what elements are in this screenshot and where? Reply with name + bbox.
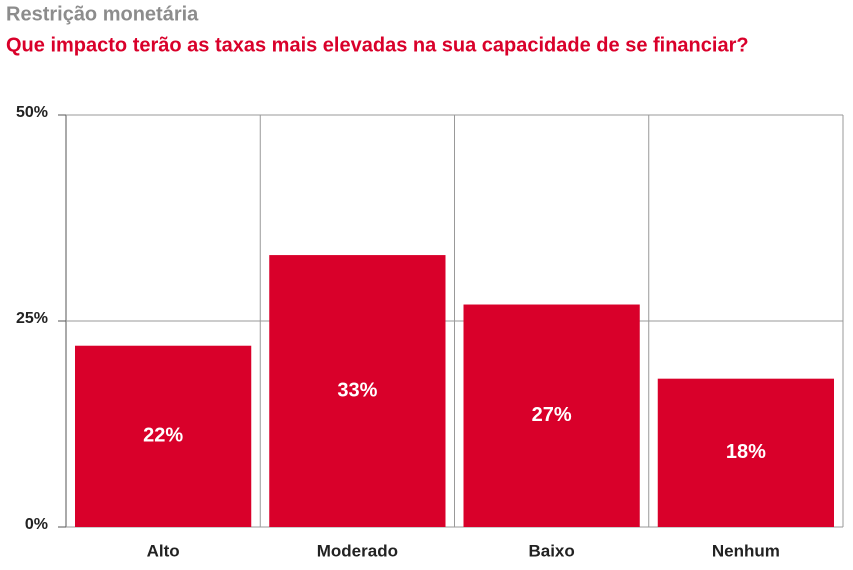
y-tick-label: 25%	[16, 310, 48, 327]
x-tick-label: Nenhum	[712, 541, 780, 560]
chart-subtitle: Que impacto terão as taxas mais elevadas…	[6, 34, 749, 56]
bar	[75, 345, 252, 527]
x-tick-label: Alto	[147, 541, 180, 560]
value-label: 22%	[143, 425, 183, 447]
bar	[463, 304, 640, 527]
y-tick-label: 50%	[16, 104, 48, 121]
chart-title: Restrição monetária	[6, 3, 199, 25]
bar	[269, 255, 446, 527]
value-label: 33%	[337, 379, 377, 401]
x-tick-label: Baixo	[528, 541, 574, 560]
value-label: 18%	[726, 441, 766, 463]
value-label: 27%	[532, 404, 572, 426]
bar	[657, 378, 834, 527]
x-tick-label: Moderado	[317, 541, 398, 560]
y-tick-label: 0%	[25, 516, 48, 533]
